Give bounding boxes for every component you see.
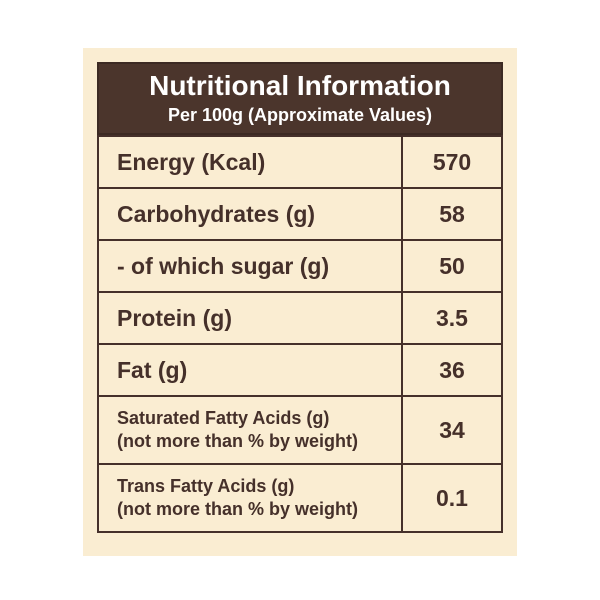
nutrient-name-text: Energy (Kcal): [117, 148, 266, 175]
nutrient-value: 34: [401, 395, 503, 465]
nutrient-value: 58: [401, 187, 503, 241]
nutrient-name: - of which sugar (g): [97, 239, 403, 293]
nutrient-name: Energy (Kcal): [97, 135, 403, 189]
nutrient-name-text: Carbohydrates (g): [117, 200, 316, 227]
nutrient-name-text: Protein (g): [117, 304, 232, 331]
table-row-saturated-fatty-acids: Saturated Fatty Acids (g) (not more than…: [97, 395, 503, 465]
nutrient-name: Carbohydrates (g): [97, 187, 403, 241]
nutrient-name: Protein (g): [97, 291, 403, 345]
nutrient-value: 3.5: [401, 291, 503, 345]
nutrient-value: 36: [401, 343, 503, 397]
nutrient-name-line1: Trans Fatty Acids (g): [117, 476, 295, 496]
nutrient-value: 570: [401, 135, 503, 189]
nutrient-name-text: - of which sugar (g): [117, 252, 330, 279]
nutrition-title: Nutritional Information: [149, 70, 451, 101]
nutrient-name: Saturated Fatty Acids (g) (not more than…: [97, 395, 403, 465]
table-row-carbohydrates: Carbohydrates (g) 58: [97, 187, 503, 241]
nutrition-header: Nutritional Information Per 100g (Approx…: [97, 62, 503, 135]
nutrient-name: Trans Fatty Acids (g) (not more than % b…: [97, 463, 403, 533]
nutrient-name-line2: (not more than % by weight): [117, 431, 358, 451]
nutrient-value: 0.1: [401, 463, 503, 533]
nutrition-subtitle: Per 100g (Approximate Values): [167, 105, 433, 125]
table-row-protein: Protein (g) 3.5: [97, 291, 503, 345]
table-row-sugar: - of which sugar (g) 50: [97, 239, 503, 293]
nutrition-label-card: Nutritional Information Per 100g (Approx…: [83, 48, 517, 556]
table-row-energy: Energy (Kcal) 570: [97, 135, 503, 189]
nutrient-name-text: Fat (g): [117, 356, 188, 383]
nutrient-name-line1: Saturated Fatty Acids (g): [117, 408, 330, 428]
nutrient-name: Fat (g): [97, 343, 403, 397]
table-row-trans-fatty-acids: Trans Fatty Acids (g) (not more than % b…: [97, 463, 503, 533]
nutrition-table: Energy (Kcal) 570 Carbohydrates (g) 58 -…: [97, 135, 503, 533]
nutrient-value: 50: [401, 239, 503, 293]
table-row-fat: Fat (g) 36: [97, 343, 503, 397]
nutrient-name-line2: (not more than % by weight): [117, 499, 358, 519]
